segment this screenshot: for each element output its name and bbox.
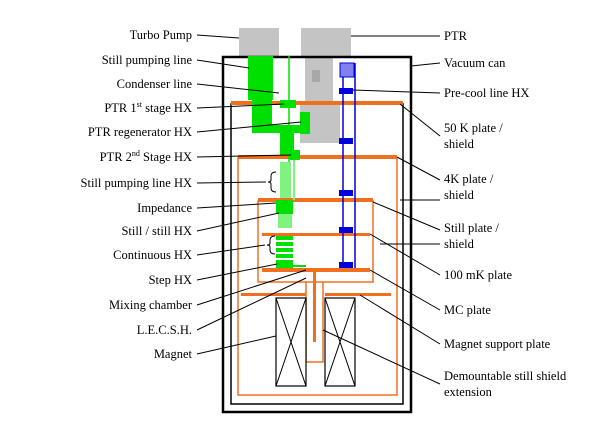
label-ptr-2nd-stage-hx: PTR 2nd Stage HX [0, 148, 192, 165]
label-pre-cool-line-hx: Pre-cool line HX [444, 86, 530, 100]
left-leader-lines [196, 34, 307, 355]
label-demountable-still-shield-2: extension [444, 385, 492, 399]
label-demountable-still-shield-1: Demountable still shield [444, 369, 567, 383]
label-mc-plate: MC plate [444, 303, 491, 317]
label-still-pumping-line-hx: Still pumping line HX [80, 176, 192, 190]
label-ptr-1st-sup: st [136, 99, 142, 109]
label-ptr-2nd-sup: nd [131, 148, 140, 158]
label-ptr-2nd-pre: PTR 2 [99, 150, 132, 164]
step-hx-block [276, 260, 293, 268]
label-ptr-2nd-post: Stage HX [139, 150, 192, 164]
label-ptr-1st-post: stage HX [142, 101, 192, 115]
still-plate [258, 198, 373, 202]
label-step-hx: Step HX [148, 273, 192, 287]
label-continuous-hx: Continuous HX [113, 248, 192, 262]
label-ptr-1st-stage-hx: PTR 1st stage HX [0, 99, 192, 116]
label-condenser-line: Condenser line [116, 77, 192, 91]
still-pumping-line-hx-tube [280, 162, 291, 198]
label-still-still-hx: Still / still HX [121, 224, 192, 238]
label-still-plate-shield-2: shield [444, 237, 474, 251]
pumping-line-mid [280, 133, 294, 155]
label-still-plate-shield-1: Still plate / [444, 221, 499, 235]
label-magnet: Magnet [153, 347, 192, 361]
label-turbo-pump: Turbo Pump [129, 28, 192, 42]
still-pumping-line-tube [248, 56, 273, 100]
100mk-plate-bar [262, 233, 370, 236]
continuous-hx-coils [276, 236, 293, 258]
magnet-left-coil [275, 297, 307, 387]
still-hx-block [278, 214, 292, 228]
label-50k-plate-shield-1: 50 K plate / [444, 121, 503, 135]
label-ptr-1st-pre: PTR 1 [104, 101, 137, 115]
turbo-pump-block [239, 28, 279, 58]
regenerator-hx [300, 112, 310, 134]
vacuum-can-outline [221, 55, 413, 414]
label-50k-plate-shield-2: shield [444, 137, 474, 151]
pre-cool-line-top [339, 62, 355, 78]
pumping-line-bend [264, 125, 304, 133]
pre-cool-hx-1 [339, 88, 353, 94]
label-impedance: Impedance [137, 201, 192, 215]
ptr-2nd-stage-hx-block [290, 150, 300, 160]
50k-shield-outline [230, 103, 404, 405]
pre-cool-hx-4 [339, 227, 353, 233]
still-block [276, 200, 293, 214]
cold-finger [313, 270, 316, 342]
label-vacuum-can: Vacuum can [444, 56, 506, 70]
label-still-pumping-line: Still pumping line [101, 53, 192, 67]
magnet-right-coil [324, 297, 356, 387]
pumping-line-lower [252, 100, 272, 133]
label-lecsh: L.E.C.S.H. [136, 323, 192, 337]
label-magnet-support-plate: Magnet support plate [444, 337, 551, 351]
ptr-neck [312, 70, 320, 82]
label-mixing-chamber: Mixing chamber [109, 298, 192, 312]
brace-still-pumping-hx [267, 171, 277, 193]
label-4k-plate-shield-1: 4K plate / [444, 172, 494, 186]
ptr-1st-stage-hx-block [280, 100, 296, 108]
magnet-support-bar-left [241, 293, 306, 296]
pre-cool-hx-2 [339, 138, 353, 144]
50k-plate [231, 101, 403, 105]
label-ptr: PTR [444, 29, 467, 43]
right-leader-lines [322, 35, 441, 385]
label-ptr-regenerator-hx: PTR regenerator HX [87, 125, 192, 139]
brace-continuous-hx [266, 235, 276, 255]
4k-plate [238, 155, 397, 159]
pre-cool-hx-3 [339, 190, 353, 196]
ptr-top-block [301, 28, 351, 58]
label-100mk-plate: 100 mK plate [444, 268, 513, 282]
label-4k-plate-shield-2: shield [444, 188, 474, 202]
pre-cool-hx-5 [339, 262, 353, 268]
magnet-support-bar-right [325, 293, 391, 296]
